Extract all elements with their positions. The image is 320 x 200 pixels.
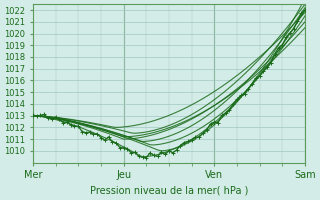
X-axis label: Pression niveau de la mer( hPa ): Pression niveau de la mer( hPa ) bbox=[90, 186, 248, 196]
